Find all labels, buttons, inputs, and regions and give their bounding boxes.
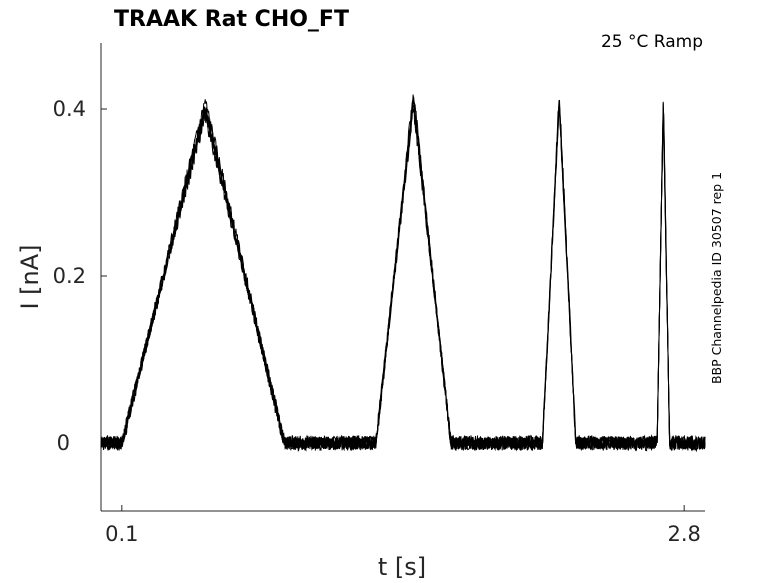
side-note: BBP Channelpedia ID 30507 rep 1: [709, 172, 724, 384]
x-tick-label-2.8: 2.8: [667, 522, 700, 546]
x-tick-label-0.1: 0.1: [105, 522, 138, 546]
chart-title: TRAAK Rat CHO_FT: [114, 7, 349, 32]
y-ticks: 0 0.2 0.4: [53, 97, 107, 455]
x-ticks: 0.1 2.8: [105, 505, 701, 546]
y-tick-label-0.2: 0.2: [53, 264, 86, 288]
axes: [100, 43, 705, 512]
trace-5: [100, 96, 706, 452]
y-axis-label: I [nA]: [16, 244, 44, 309]
y-tick-label-0: 0: [57, 431, 70, 455]
condition-label: 25 °C Ramp: [601, 32, 703, 52]
trace-3: [100, 94, 706, 453]
x-axis-label: t [s]: [378, 553, 426, 581]
traces: [100, 94, 706, 453]
trace-4: [100, 103, 706, 451]
y-tick-label-0.4: 0.4: [53, 97, 86, 121]
trace-1: [100, 99, 706, 452]
